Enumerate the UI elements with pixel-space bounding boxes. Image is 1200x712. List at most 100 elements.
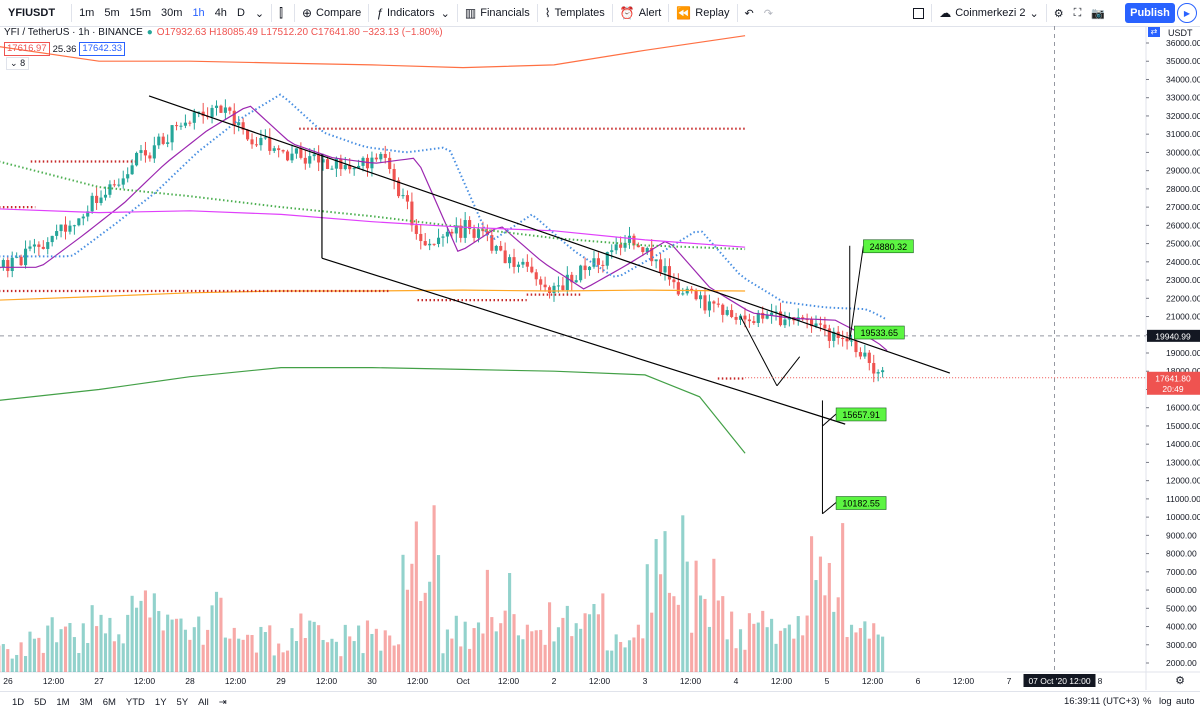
volume-bar — [51, 617, 54, 672]
range-1y[interactable]: 1Y — [150, 697, 172, 708]
currency-toggle-icon[interactable]: ⇄ — [1148, 27, 1160, 37]
volume-bar — [82, 623, 85, 672]
volume-bar — [783, 628, 786, 672]
candle-body — [672, 280, 675, 283]
spread-value: 25.36 — [53, 44, 77, 55]
volume-bar — [308, 621, 311, 672]
price-tick-label: 32000.00 — [1166, 111, 1200, 121]
volume-bar — [28, 632, 31, 672]
time-tick-label: 12:00 — [225, 676, 247, 686]
volume-bar — [810, 536, 813, 672]
candle-body — [393, 169, 396, 180]
candle-body — [846, 338, 849, 341]
clock-label[interactable]: 16:39:11 (UTC+3) — [1064, 696, 1140, 707]
target-label-2: 19533.65 — [861, 328, 899, 338]
range-3m[interactable]: 3M — [75, 697, 98, 708]
candle-body — [424, 241, 427, 245]
volume-bar — [561, 618, 564, 672]
range-1m[interactable]: 1M — [51, 697, 74, 708]
volume-bar — [712, 559, 715, 672]
candle-body — [428, 244, 431, 245]
range-5y[interactable]: 5Y — [172, 697, 194, 708]
price-tick-label: 25000.00 — [1166, 239, 1200, 249]
volume-bar — [193, 627, 196, 672]
range-6m[interactable]: 6M — [98, 697, 121, 708]
range-5d[interactable]: 5D — [29, 697, 51, 708]
volume-bar — [273, 655, 276, 672]
volume-bar — [481, 633, 484, 672]
time-tick-label: 12:00 — [43, 676, 65, 686]
candle-body — [450, 232, 453, 234]
channel-upper-line[interactable] — [149, 96, 950, 373]
volume-bar — [850, 625, 853, 672]
time-tick-label: 26 — [3, 676, 13, 686]
goto-date-icon[interactable]: ⇥ — [214, 697, 232, 708]
volume-bar — [663, 531, 666, 672]
candle-body — [131, 165, 134, 174]
range-ytd[interactable]: YTD — [121, 697, 150, 708]
candle-body — [877, 372, 880, 373]
volume-bar — [717, 600, 720, 672]
crosshair-price-label: 19940.99 — [1155, 331, 1191, 341]
candle-body — [579, 266, 582, 281]
volume-bar — [535, 630, 538, 672]
price-tick-label: 9000.00 — [1166, 530, 1197, 540]
volume-bar — [153, 593, 156, 672]
sell-price-button[interactable]: 17616.97 — [4, 42, 50, 56]
volume-bar — [584, 613, 587, 672]
volume-bar — [388, 635, 391, 672]
volume-bar — [148, 618, 151, 672]
volume-bar — [504, 611, 507, 672]
price-tick-label: 19000.00 — [1166, 348, 1200, 358]
price-tick-label: 26000.00 — [1166, 220, 1200, 230]
candle-body — [55, 231, 58, 236]
indicator-toggle[interactable]: ⌄ 8 — [6, 57, 29, 70]
volume-bar — [446, 629, 449, 672]
chevron-down-icon: ⌄ — [10, 58, 18, 68]
volume-bar — [277, 644, 280, 672]
volume-bar — [406, 590, 409, 672]
candle-body — [388, 158, 391, 169]
volume-bar — [335, 642, 338, 672]
auto-scale-button[interactable]: auto — [1176, 696, 1195, 707]
volume-bar — [575, 623, 578, 672]
price-tick-label: 21000.00 — [1166, 312, 1200, 322]
volume-bar — [250, 635, 253, 672]
price-tick-label: 35000.00 — [1166, 56, 1200, 66]
candle-body — [655, 259, 658, 261]
volume-bar — [464, 622, 467, 672]
candle-body — [437, 238, 440, 244]
volume-bar — [179, 619, 182, 672]
range-all[interactable]: All — [193, 697, 214, 708]
volume-bar — [366, 620, 369, 672]
candle-body — [495, 246, 498, 251]
candle-body — [215, 106, 218, 108]
volume-bar — [68, 623, 71, 672]
candle-body — [677, 282, 680, 294]
candle-body — [766, 315, 769, 318]
candle-body — [535, 272, 538, 279]
volume-bar — [11, 659, 14, 672]
channel-lower-line[interactable] — [322, 258, 845, 424]
price-tick-label: 23000.00 — [1166, 275, 1200, 285]
candle-body — [73, 225, 76, 226]
range-1d[interactable]: 1D — [7, 697, 29, 708]
time-tick-label: 12:00 — [589, 676, 611, 686]
candle-body — [228, 107, 231, 110]
candle-body — [735, 317, 738, 320]
volume-bar — [473, 628, 476, 672]
volume-bar — [197, 617, 200, 672]
candle-body — [597, 258, 600, 265]
volume-bar — [162, 630, 165, 672]
volume-bar — [801, 635, 804, 672]
percent-scale-button[interactable]: % — [1143, 696, 1151, 707]
candle-body — [282, 150, 285, 151]
volume-bar — [228, 639, 231, 672]
volume-bar — [370, 634, 373, 672]
buy-price-button[interactable]: 17642.33 — [79, 42, 125, 56]
volume-bar — [557, 627, 560, 672]
log-scale-button[interactable]: log — [1159, 696, 1172, 707]
volume-bar — [526, 625, 529, 672]
live-dot-icon: ● — [147, 27, 153, 38]
